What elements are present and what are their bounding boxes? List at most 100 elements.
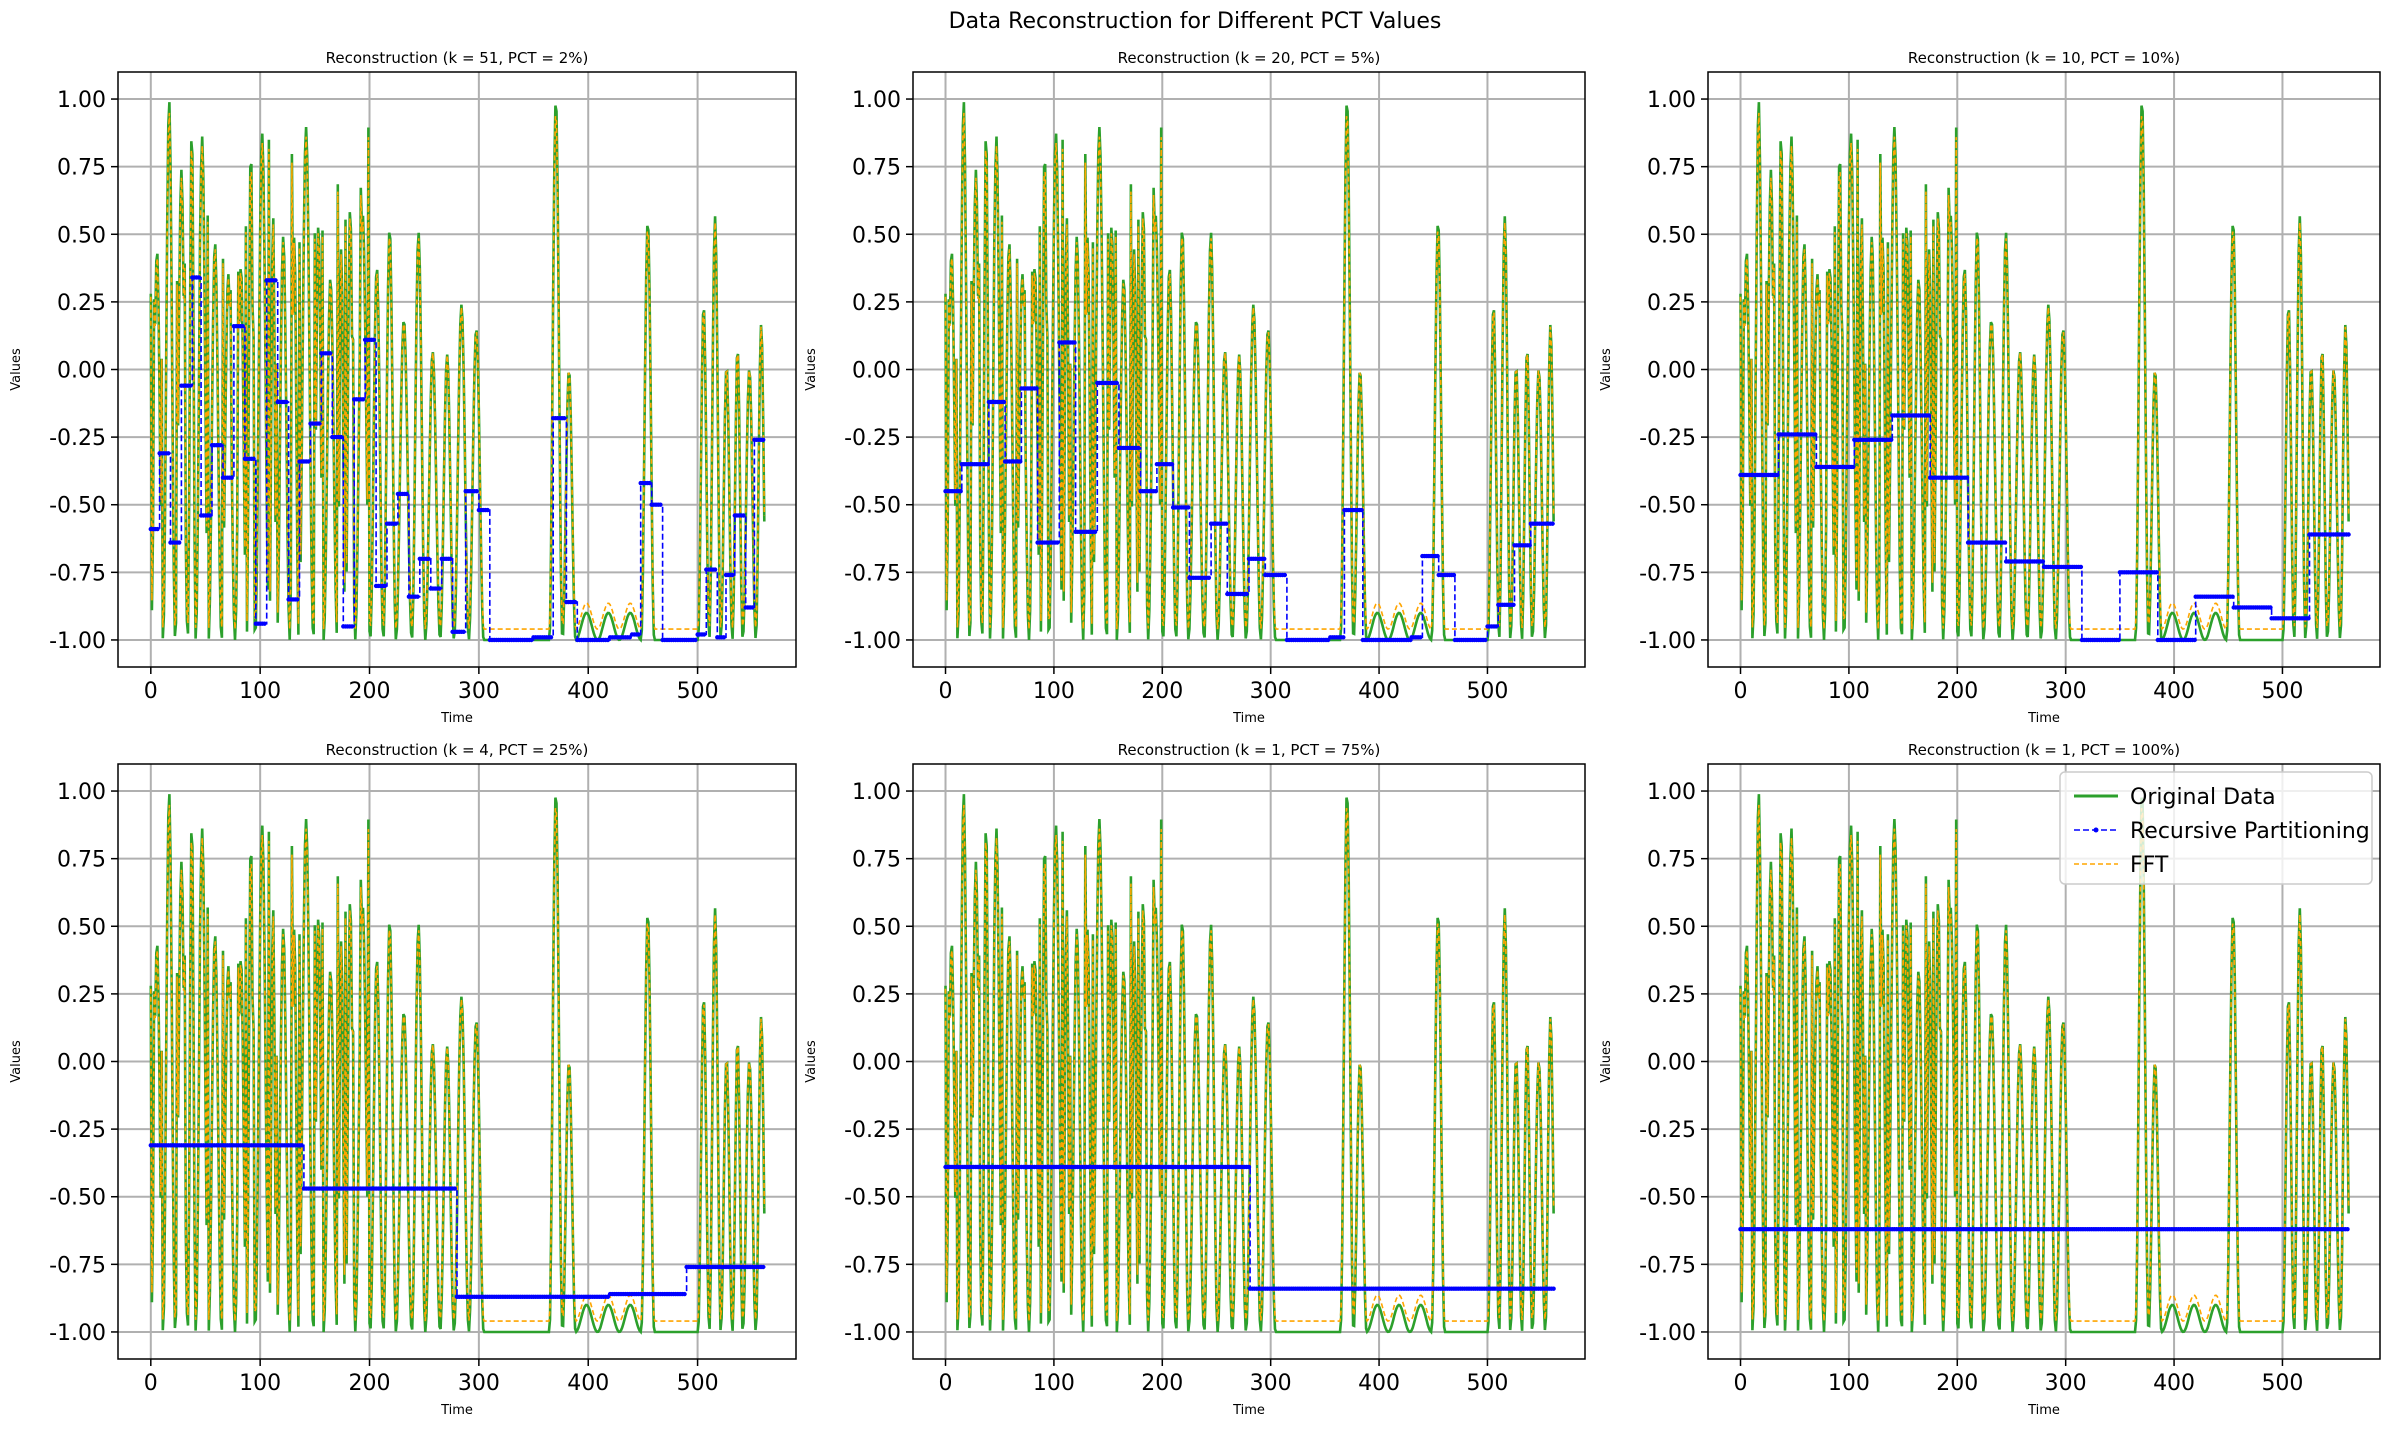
x-tick-label: 100 bbox=[239, 1371, 281, 1396]
y-tick-label: 1.00 bbox=[57, 88, 106, 113]
x-tick-label: 100 bbox=[1033, 1371, 1075, 1396]
recursive-point bbox=[1926, 413, 1932, 418]
panel-4: 0 100 200 300 400 500 -1.00 -0.75 -0.50 -0.25 0.00… bbox=[9, 741, 797, 1418]
y-tick-label: -1.00 bbox=[844, 629, 901, 654]
y-tick-label: 0.50 bbox=[1647, 915, 1696, 940]
y-tick-label: 0.75 bbox=[1647, 156, 1696, 181]
x-tick-label: 500 bbox=[1466, 679, 1508, 704]
recursive-markers bbox=[943, 340, 1555, 643]
y-tick-label: 1.00 bbox=[1647, 780, 1696, 805]
x-tick-label: 200 bbox=[1936, 679, 1978, 704]
recursive-point bbox=[1244, 591, 1250, 597]
x-axis-label: Time bbox=[440, 1403, 473, 1418]
y-axis-label: Values bbox=[804, 1040, 819, 1083]
recursive-point bbox=[2002, 540, 2008, 545]
recursive-markers bbox=[1738, 413, 2351, 643]
recursive-point bbox=[1341, 635, 1346, 640]
x-tick-label: 400 bbox=[567, 1371, 609, 1396]
recursive-point bbox=[1435, 553, 1440, 559]
panel-title: Reconstruction (k = 4, PCT = 25%) bbox=[326, 741, 589, 759]
recursive-point bbox=[218, 443, 223, 448]
panel-1: 0 100 200 300 400 500 -1.00 -0.75 -0.50 -0.25 0.00… bbox=[9, 49, 797, 726]
legend-marker bbox=[2093, 827, 2099, 833]
x-axis-label: Time bbox=[2027, 711, 2060, 726]
x-tick-label: 500 bbox=[677, 679, 719, 704]
x-tick-label: 500 bbox=[1466, 1371, 1508, 1396]
x-tick-label: 400 bbox=[2153, 679, 2195, 704]
y-tick-label: -0.75 bbox=[844, 561, 901, 586]
x-tick-label: 100 bbox=[1828, 679, 1870, 704]
x-tick-label: 500 bbox=[2261, 679, 2303, 704]
recursive-point bbox=[1114, 380, 1120, 386]
recursive-point bbox=[2346, 532, 2351, 537]
panel-title: Reconstruction (k = 20, PCT = 5%) bbox=[1118, 49, 1381, 67]
series-fft bbox=[1739, 112, 2350, 631]
y-tick-label: -0.25 bbox=[1639, 1118, 1696, 1143]
legend-label: Recursive Partitioning bbox=[2130, 819, 2370, 844]
recursive-point bbox=[1775, 472, 1780, 478]
y-tick-label: 1.00 bbox=[57, 780, 106, 805]
recursive-point bbox=[1483, 637, 1488, 643]
y-axis-label: Values bbox=[9, 348, 24, 391]
recursive-point bbox=[1169, 462, 1175, 467]
recursive-point bbox=[404, 491, 409, 497]
recursive-point bbox=[562, 416, 567, 421]
recursive-markers bbox=[148, 275, 766, 643]
y-tick-label: -1.00 bbox=[49, 629, 106, 654]
x-tick-label: 300 bbox=[2045, 679, 2087, 704]
y-tick-label: -0.75 bbox=[844, 1253, 901, 1278]
recursive-point bbox=[958, 489, 963, 494]
recursive-point bbox=[1153, 489, 1159, 494]
y-tick-label: -1.00 bbox=[844, 1321, 901, 1346]
series-original-data bbox=[1739, 102, 2350, 643]
y-tick-label: -0.75 bbox=[1639, 561, 1696, 586]
y-tick-label: -0.50 bbox=[1639, 494, 1696, 519]
recursive-point bbox=[548, 635, 554, 640]
recursive-point bbox=[2154, 570, 2159, 575]
y-tick-label: 0.50 bbox=[57, 915, 106, 940]
panel-title: Reconstruction (k = 1, PCT = 100%) bbox=[1908, 741, 2180, 759]
series-original-data bbox=[149, 102, 766, 643]
recursive-point bbox=[2040, 559, 2046, 564]
recursive-point bbox=[251, 456, 256, 461]
x-tick-label: 100 bbox=[1828, 1371, 1870, 1396]
recursive-point bbox=[1246, 1164, 1252, 1170]
x-tick-label: 200 bbox=[1936, 1371, 1978, 1396]
recursive-point bbox=[761, 1264, 766, 1270]
recursive-point bbox=[1451, 572, 1457, 578]
y-tick-label: 0.25 bbox=[1647, 291, 1696, 316]
recursive-point bbox=[393, 521, 398, 526]
recursive-point bbox=[741, 513, 746, 518]
y-axis-label: Values bbox=[804, 348, 819, 391]
x-tick-label: 200 bbox=[1141, 1371, 1183, 1396]
recursive-point bbox=[177, 540, 182, 545]
recursive-point bbox=[647, 480, 652, 486]
x-axis-label: Time bbox=[1232, 1403, 1265, 1418]
y-tick-label: -0.50 bbox=[49, 1186, 106, 1211]
x-tick-label: 400 bbox=[1358, 1371, 1400, 1396]
y-tick-label: 0.00 bbox=[852, 1051, 901, 1076]
recursive-point bbox=[437, 586, 442, 591]
y-tick-label: 0.25 bbox=[1647, 983, 1696, 1008]
y-tick-label: 0.00 bbox=[57, 1051, 106, 1076]
recursive-point bbox=[155, 526, 160, 532]
x-axis-label: Time bbox=[440, 711, 473, 726]
x-tick-label: 500 bbox=[677, 1371, 719, 1396]
x-tick-label: 0 bbox=[939, 679, 953, 704]
x-tick-label: 200 bbox=[1141, 679, 1183, 704]
series-fft bbox=[1739, 804, 2350, 1323]
recursive-point bbox=[636, 632, 641, 637]
y-tick-label: 1.00 bbox=[852, 88, 901, 113]
recursive-point bbox=[1511, 602, 1516, 607]
y-tick-label: 1.00 bbox=[1647, 88, 1696, 113]
recursive-point bbox=[730, 572, 735, 578]
legend-label: FFT bbox=[2130, 853, 2169, 878]
x-axis-label: Time bbox=[1232, 711, 1265, 726]
y-tick-label: 0.50 bbox=[852, 915, 901, 940]
y-tick-label: -0.25 bbox=[49, 426, 106, 451]
recursive-point bbox=[1813, 432, 1818, 437]
recursive-point bbox=[2116, 637, 2121, 643]
y-tick-label: -1.00 bbox=[49, 1321, 106, 1346]
recursive-point bbox=[360, 397, 366, 402]
x-tick-label: 300 bbox=[458, 1371, 500, 1396]
